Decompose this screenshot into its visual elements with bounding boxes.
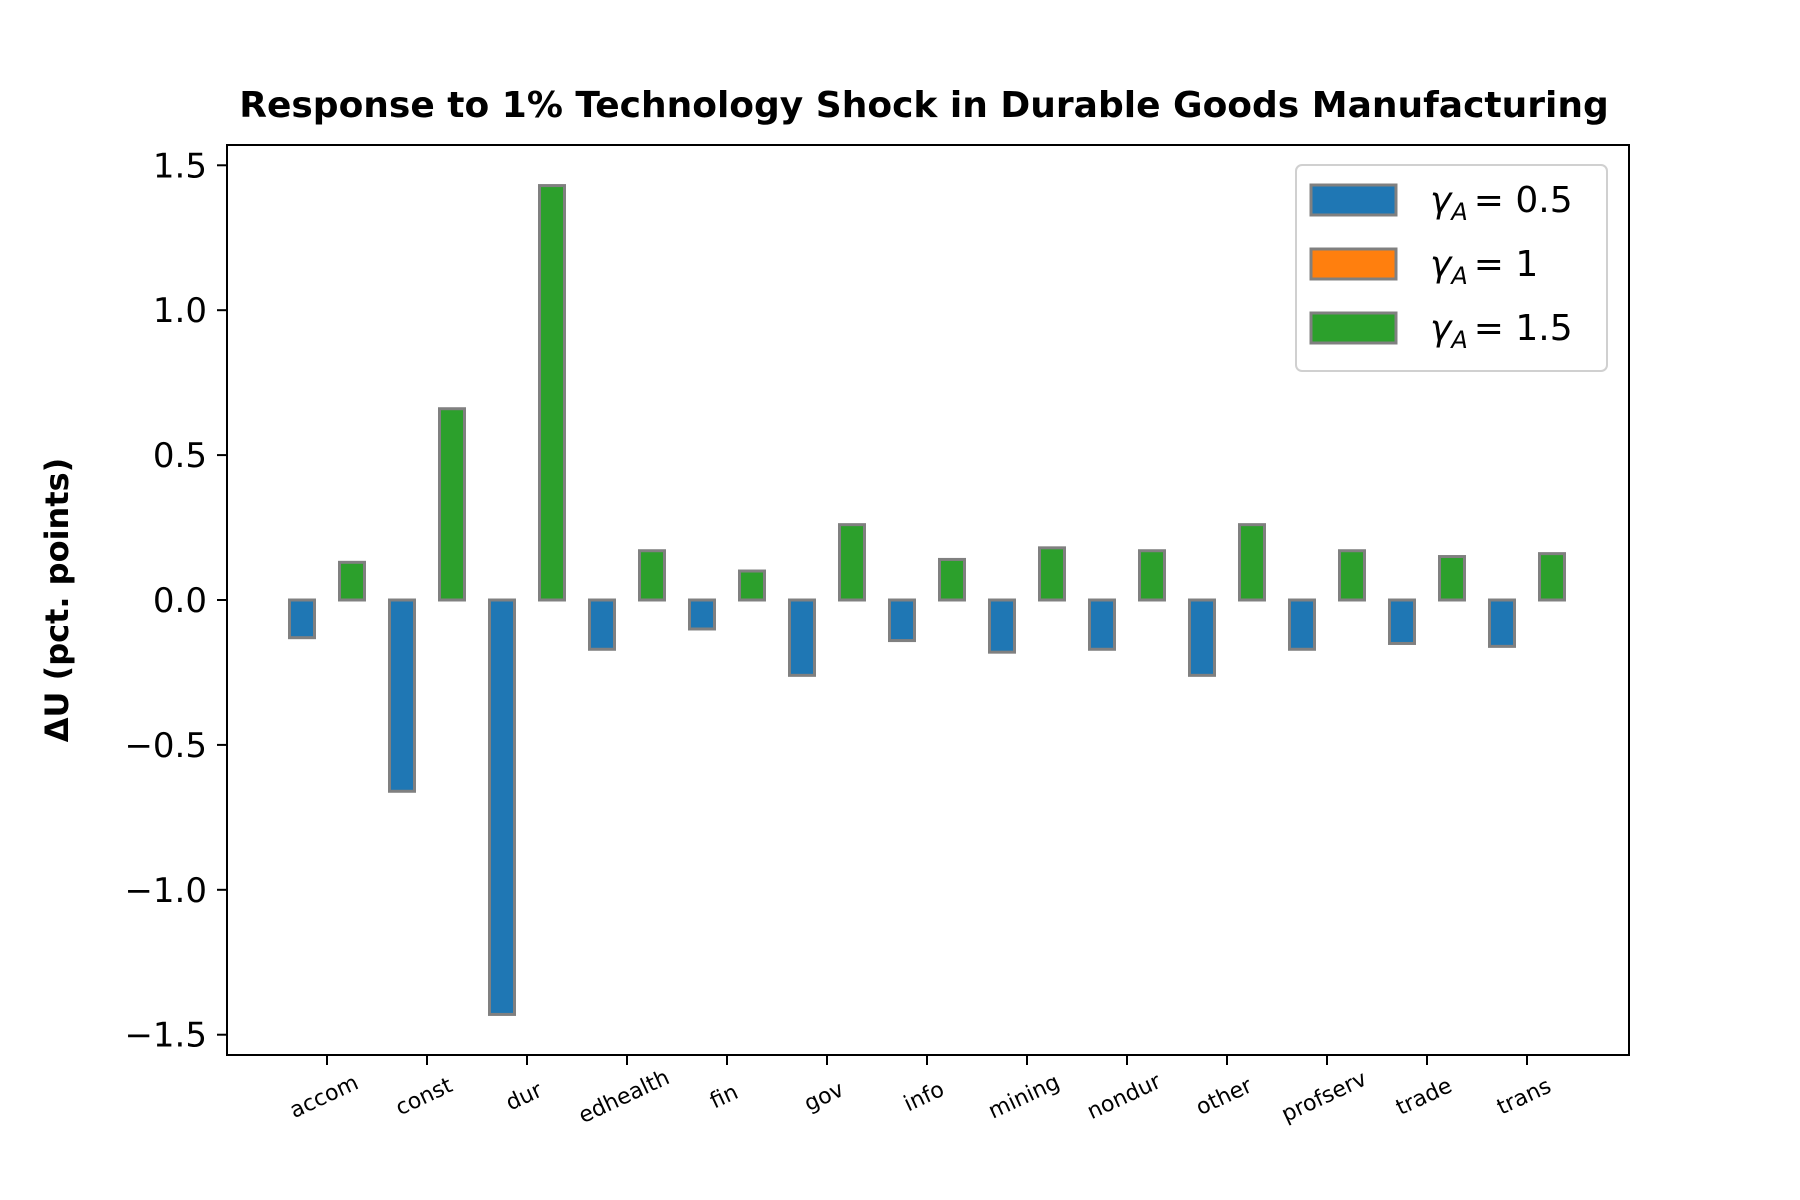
y-tick-label: −0.5 (124, 726, 207, 766)
x-axis: accom const dur edhealth fin gov info mining non… (286, 1055, 1555, 1129)
bar-dur-series-3 (538, 184, 566, 602)
y-tick-label: 1.0 (153, 291, 207, 331)
legend-swatch-1 (1309, 183, 1398, 217)
bar-trans-series-3 (1538, 552, 1566, 602)
bar-other-series-3 (1238, 523, 1266, 602)
chart-title: Response to 1% Technology Shock in Durab… (239, 85, 1609, 126)
x-tick-label-mining: mining (985, 1070, 1064, 1125)
x-tick-label-edhealth: edhealth (575, 1065, 674, 1129)
y-axis-label: ΔU (pct. points) (38, 458, 76, 743)
bar-mining-series-1 (988, 598, 1016, 654)
x-tick-label-trans: trans (1493, 1074, 1555, 1121)
bar-edhealth-series-3 (638, 549, 666, 602)
x-tick-label-gov: gov (801, 1077, 848, 1117)
x-tick-label-other: other (1192, 1073, 1257, 1121)
bar-accom-series-3 (338, 560, 366, 602)
legend: γA = 0.5 γA = 1 γA = 1.5 (1295, 164, 1608, 372)
x-tick-label-trade: trade (1392, 1073, 1456, 1120)
legend-label-3: γA = 1.5 (1430, 308, 1573, 354)
bar-trade-series-3 (1438, 555, 1466, 602)
x-tick-label-const: const (392, 1073, 457, 1121)
x-tick-label-fin: fin (706, 1080, 742, 1114)
bar-fin-series-1 (688, 598, 716, 631)
bars-group (288, 184, 1566, 1016)
bar-const-series-1 (388, 598, 416, 793)
x-tick-label-nondur: nondur (1083, 1069, 1165, 1125)
y-tick-label: −1.0 (124, 871, 207, 911)
bar-edhealth-series-1 (588, 598, 616, 651)
bar-profserv-series-1 (1288, 598, 1316, 651)
legend-label-1: γA = 0.5 (1430, 180, 1573, 226)
bar-nondur-series-3 (1138, 549, 1166, 602)
bar-mining-series-3 (1038, 546, 1066, 602)
bar-dur-series-1 (488, 598, 516, 1016)
x-tick-label-accom: accom (286, 1070, 362, 1123)
x-tick-label-dur: dur (502, 1078, 547, 1117)
bar-trade-series-1 (1388, 598, 1416, 645)
bar-other-series-1 (1188, 598, 1216, 677)
bar-info-series-1 (888, 598, 916, 643)
y-tick-label: 0.0 (153, 581, 207, 621)
y-tick-label: 1.5 (153, 146, 207, 186)
bar-gov-series-3 (838, 523, 866, 602)
bar-gov-series-1 (788, 598, 816, 677)
y-tick-label: −1.5 (124, 1016, 207, 1056)
bar-info-series-3 (938, 557, 966, 602)
x-tick-label-info: info (900, 1077, 948, 1117)
bar-profserv-series-3 (1338, 549, 1366, 602)
y-tick-label: 0.5 (153, 436, 207, 476)
x-tick-label-profserv: profserv (1278, 1067, 1371, 1128)
y-axis: 1.5 1.0 0.5 0.0 −0.5 −1.0 −1.5 (124, 146, 227, 1056)
bar-trans-series-1 (1488, 598, 1516, 648)
bar-fin-series-3 (738, 569, 766, 602)
legend-swatch-2 (1309, 247, 1398, 281)
bar-accom-series-1 (288, 598, 316, 640)
bar-const-series-3 (438, 407, 466, 602)
bar-nondur-series-1 (1088, 598, 1116, 651)
legend-swatch-3 (1309, 311, 1398, 345)
legend-label-2: γA = 1 (1430, 244, 1538, 290)
